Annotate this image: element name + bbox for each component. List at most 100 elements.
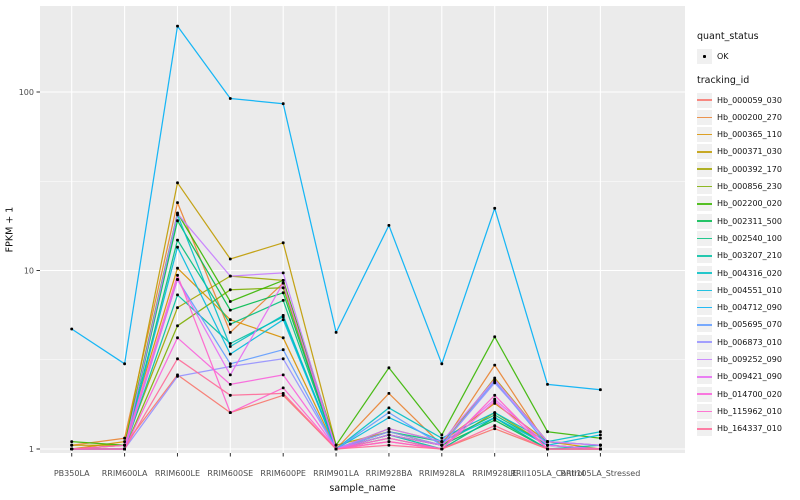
data-point <box>228 383 232 386</box>
legend-item-Hb_003207_210: Hb_003207_210 <box>697 248 782 264</box>
series-color-line <box>697 185 712 188</box>
series-color-line <box>697 341 712 344</box>
legend-line-key-icon <box>697 386 712 402</box>
legend-item-label: Hb_002200_020 <box>717 199 782 209</box>
data-point <box>387 224 391 227</box>
data-point <box>281 348 285 352</box>
legend-line-key-icon <box>697 369 712 385</box>
data-point <box>599 433 602 437</box>
data-point <box>387 392 391 395</box>
y-tick-label: 10 <box>24 266 34 275</box>
data-point <box>281 299 285 302</box>
legend-line-key-icon <box>697 92 712 108</box>
data-point <box>70 443 74 447</box>
data-point <box>493 399 497 403</box>
data-point <box>176 24 179 28</box>
legend-line-key-icon <box>697 196 712 212</box>
data-point <box>176 357 179 361</box>
data-point <box>228 365 232 368</box>
data-point <box>228 274 232 278</box>
data-point <box>493 206 497 210</box>
plot-panel <box>40 6 685 453</box>
series-color-line <box>697 324 712 326</box>
x-tick-label: RRIM600LA <box>102 469 148 478</box>
legend-line-key-icon <box>697 161 712 177</box>
data-point <box>281 271 285 275</box>
data-point <box>281 279 285 282</box>
series-color-line <box>697 376 712 378</box>
series-color-line <box>697 358 712 361</box>
data-point <box>228 318 232 322</box>
data-point <box>387 416 391 419</box>
legend-item-Hb_005695_070: Hb_005695_070 <box>697 317 782 333</box>
data-point <box>281 336 285 340</box>
x-tick-label: RRII105LA_Stressed <box>561 469 641 478</box>
x-tick-label: RRIM928LA <box>419 469 465 478</box>
data-point <box>493 381 497 385</box>
legend-item-Hb_000059_030: Hb_000059_030 <box>697 92 782 108</box>
data-point <box>493 393 497 397</box>
y-tick-label: 100 <box>19 88 34 97</box>
data-point <box>493 411 497 414</box>
legend-item-label: Hb_115962_010 <box>717 406 782 416</box>
data-point <box>440 433 444 437</box>
legend: quant_status OK tracking_id Hb_000059_03… <box>694 0 800 500</box>
legend-item-label: Hb_006873_010 <box>717 337 782 347</box>
data-point <box>228 257 232 261</box>
x-tick-label: RRIM600PE <box>260 469 306 478</box>
series-color-line <box>697 393 712 395</box>
data-point <box>599 430 602 434</box>
legend-item-Hb_000392_170: Hb_000392_170 <box>697 161 782 177</box>
data-point <box>281 241 285 245</box>
data-point <box>123 436 126 440</box>
legend-line-key-icon <box>697 248 712 264</box>
legend-item-Hb_009252_090: Hb_009252_090 <box>697 352 782 367</box>
data-point <box>176 273 179 277</box>
legend-item-Hb_004712_090: Hb_004712_090 <box>697 300 782 316</box>
legend-item-label: Hb_002311_500 <box>717 216 782 226</box>
series-color-line <box>697 237 712 240</box>
data-point <box>387 411 391 414</box>
legend-item-Hb_115962_010: Hb_115962_010 <box>697 403 782 419</box>
series-color-line <box>697 168 712 171</box>
legend-item-label: Hb_000365_110 <box>717 130 782 140</box>
legend-item-label: Hb_009421_090 <box>717 372 782 382</box>
data-point <box>387 443 391 447</box>
data-point <box>176 245 179 249</box>
data-point <box>228 308 232 312</box>
data-point <box>176 278 179 281</box>
legend-item-label: Hb_000856_230 <box>717 182 782 191</box>
data-point <box>281 281 285 285</box>
series-color-line <box>697 272 712 274</box>
data-point <box>493 378 497 381</box>
data-point <box>176 324 179 328</box>
legend-item-Hb_000200_270: Hb_000200_270 <box>697 109 782 125</box>
legend-item-label: Hb_000392_170 <box>717 164 782 174</box>
legend-item-Hb_004316_020: Hb_004316_020 <box>697 265 782 281</box>
data-point <box>228 331 232 334</box>
data-point <box>281 392 285 395</box>
y-axis-title: FPKM + 1 <box>4 206 16 253</box>
data-point <box>493 335 497 339</box>
legend-line-key-icon <box>697 179 712 194</box>
legend-item-label: Hb_004316_020 <box>717 268 782 278</box>
data-point <box>228 97 232 100</box>
legend-line-key-icon <box>697 213 712 229</box>
data-point <box>176 219 179 223</box>
data-point <box>281 318 285 322</box>
legend-line-key-icon <box>697 109 712 125</box>
legend-item-Hb_164337_010: Hb_164337_010 <box>697 421 782 437</box>
series-color-line <box>697 427 712 430</box>
data-point <box>493 424 497 428</box>
data-point <box>228 345 232 348</box>
legend-line-key-icon <box>697 317 712 333</box>
legend-line-key-icon <box>697 127 712 143</box>
legend-item-label: Hb_005695_070 <box>717 320 782 330</box>
series-color-line <box>697 306 712 309</box>
legend-line-key-icon <box>697 403 712 419</box>
data-point <box>440 440 444 443</box>
legend-line-key-icon <box>697 421 712 437</box>
data-point <box>281 386 285 390</box>
